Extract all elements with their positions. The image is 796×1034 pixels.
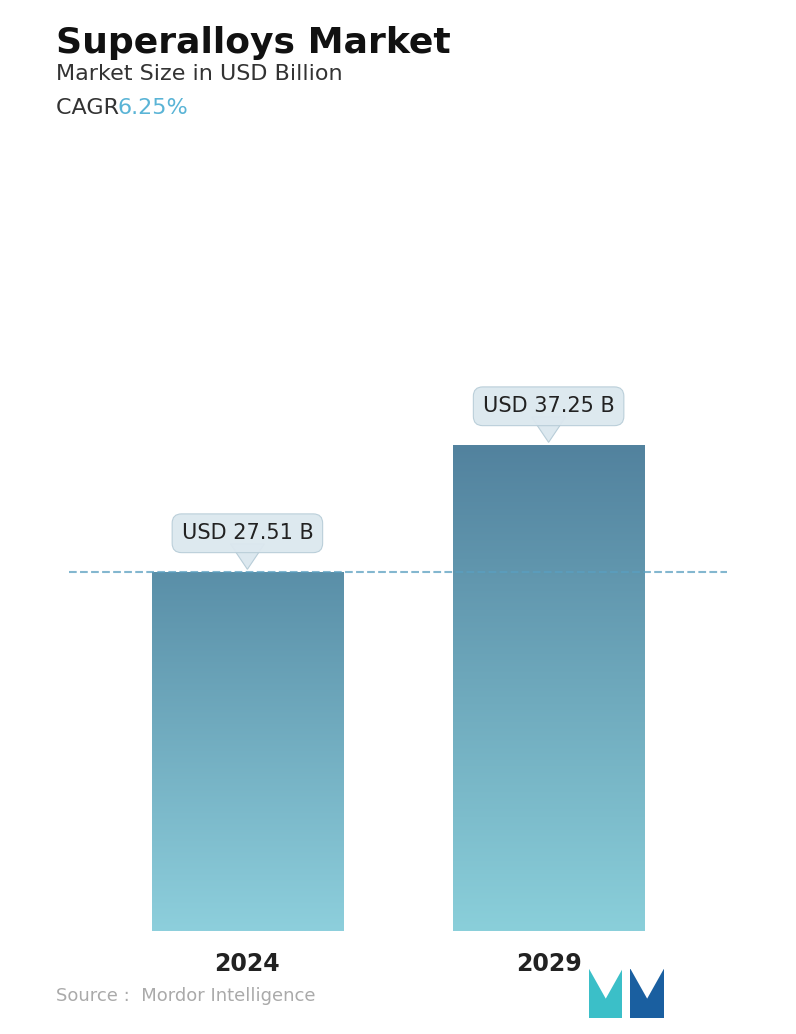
Polygon shape xyxy=(230,544,264,570)
Polygon shape xyxy=(589,969,622,999)
Polygon shape xyxy=(630,969,664,999)
Text: CAGR: CAGR xyxy=(56,98,133,118)
Polygon shape xyxy=(630,969,664,1018)
Text: 6.25%: 6.25% xyxy=(118,98,189,118)
Text: USD 37.25 B: USD 37.25 B xyxy=(482,396,615,417)
Text: Market Size in USD Billion: Market Size in USD Billion xyxy=(56,64,342,84)
Text: Superalloys Market: Superalloys Market xyxy=(56,26,451,60)
Text: Source :  Mordor Intelligence: Source : Mordor Intelligence xyxy=(56,987,315,1005)
Text: USD 27.51 B: USD 27.51 B xyxy=(181,523,314,543)
Polygon shape xyxy=(589,969,622,1018)
Polygon shape xyxy=(532,417,566,443)
